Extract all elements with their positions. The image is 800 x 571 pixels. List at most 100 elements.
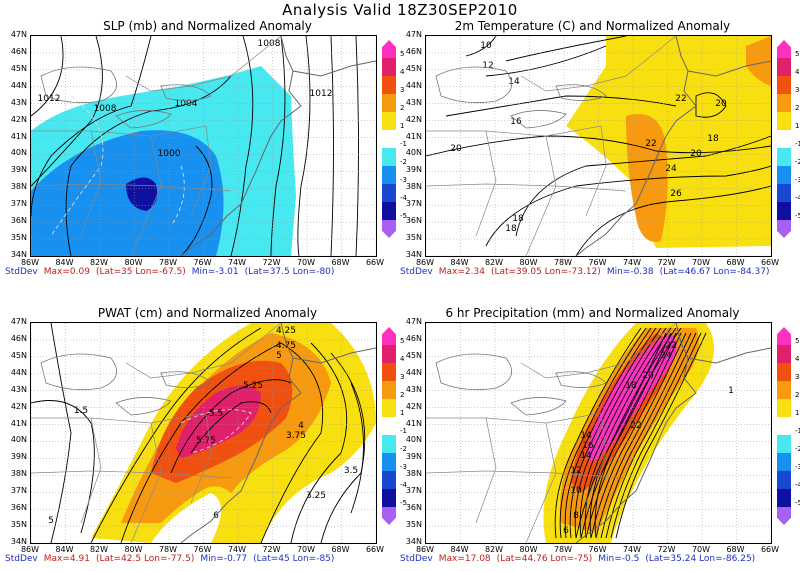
lat-tick-label: 46N [405,46,422,56]
lat-tick-label: 36N [10,216,27,226]
contour-label: 1 [728,386,734,396]
colorbar-tick-label: 3 [795,373,800,381]
contour-label: 16 [582,441,594,451]
colorbar-segment [777,489,791,507]
lon-tick-label: 70W [691,258,711,267]
lat-tick-label: 42N [10,114,27,124]
lon-tick-label: 78W [158,545,178,554]
stats-max: Max=2.34 [438,267,485,277]
stats-max: Max=0.09 [43,267,90,277]
contour-line [90,327,262,543]
contour-line [579,327,667,539]
lat-tick-label: 46N [405,333,422,343]
colorbar-tick-label: 5 [400,50,405,58]
colorbar-segment [382,453,396,471]
contour-line [355,36,359,256]
lon-tick-label: 80W [519,258,538,267]
contour-line [465,36,497,57]
contour-label: 14 [580,451,592,461]
lon-tick-label: 76W [588,258,607,267]
colorbar-tick-label: 3 [400,373,405,381]
contour-line [297,36,311,256]
colorbar-segment [382,202,396,220]
contour-label: 5 [276,351,282,361]
contour-label: 14 [580,431,592,441]
stats-minloc: (Lat=46.67 Lon=-84.37) [659,267,770,277]
lon-tick-label: 70W [296,258,316,267]
colorbar-slp: 5 4 3 2 1 -1 -2 -3 -4 -5 [382,40,407,240]
colorbar-tick-label: 2 [400,104,405,112]
lat-tick-label: 41N [405,418,422,428]
contour-line [505,36,627,62]
colorbar-segment [382,166,396,184]
contour-line [170,379,292,474]
lat-tick-label: 39N [405,452,422,462]
colorbar-tick-label: 4 [400,68,405,76]
colorbar-segment [777,453,791,471]
contour-label: 8 [573,511,579,521]
colorbar-tick-label: -2 [795,158,800,166]
contour-line [615,332,707,539]
lat-tick-label: 37N [10,199,27,209]
colorbar-tick-label: -5 [400,212,407,220]
lon-tick-label: 86W [415,258,435,267]
lat-tick-label: 44N [10,80,27,90]
contour-label: 22 [630,421,641,431]
stats-line-slp: StdDev Max=0.09 (Lat=35 Lon=-67.5) Min=-3.0… [5,267,340,278]
map-svg-slp: 1012 1008 1004 1000 1008 1012 [31,36,376,256]
colorbar-tick-label: -3 [400,463,407,471]
contour-label: 5.25 [243,381,263,391]
colorbar-precip: 5 4 3 2 1 -1 -2 -3 -4 -5 [777,327,800,527]
contour-line [31,36,64,117]
contour-line [595,332,687,539]
colorbar-tick-label: -1 [400,140,407,148]
contour-label: 10 [480,41,492,51]
contour-line [31,36,152,217]
colorbar-segment [777,94,791,112]
lon-tick-label: 68W [726,258,745,267]
colorbar-tick-label: 1 [400,122,405,130]
great-lakes [40,66,212,129]
great-lakes [435,66,607,129]
contour-line [330,36,334,256]
stats-min: Min=-0.5 [598,554,640,564]
lat-tick-label: 40N [10,435,27,445]
map-panel-t2m: 10 12 14 16 20 18 22 20 18 20 22 24 26 18 [425,35,772,257]
contour-label: 20 [690,149,702,159]
colorbar-segment [382,220,396,238]
lon-tick-label: 82W [484,545,504,554]
colorbar-segment [382,363,396,381]
stats-stddev: StdDev [400,267,433,277]
contour-label: 18 [512,214,524,224]
lon-tick-label: 66W [365,545,385,554]
colorbar-segment [777,148,791,166]
panel-title-slp: SLP (mb) and Normalized Anomaly [103,19,312,33]
lon-tick-label: 82W [89,545,109,554]
lat-tick-label: 41N [10,418,27,428]
contour-line [426,135,771,157]
lon-tick-label: 72W [657,545,676,554]
lat-tick-label: 34N [405,250,422,259]
contour-label: 24 [660,351,672,361]
lat-tick-label: 44N [405,367,422,377]
contour-label: 24 [665,164,677,174]
contour-label: 1008 [258,39,281,49]
lon-tick-label: 66W [365,258,385,267]
lon-tick-label: 78W [158,258,178,267]
colorbar-segment [382,327,396,345]
lon-tick-label: 72W [657,258,676,267]
contour-label: 22 [665,341,676,351]
anomaly-dashed-line [180,409,252,454]
contour-line [485,45,607,77]
state-borders [426,36,677,256]
contour-label: 6 [213,511,219,521]
contour-label: 5 [48,516,54,526]
colorbar-tick-label: 4 [795,68,800,76]
contour-label: 1.5 [74,406,88,416]
stats-line-t2m: StdDev Max=2.34 (Lat=39.05 Lon=-73.12) Min=… [400,267,776,278]
contour-label: 12 [482,61,493,71]
colorbar-segment [777,184,791,202]
colorbar-segment [777,130,791,148]
lat-tick-label: 35N [10,233,27,243]
contour-line [230,36,254,256]
